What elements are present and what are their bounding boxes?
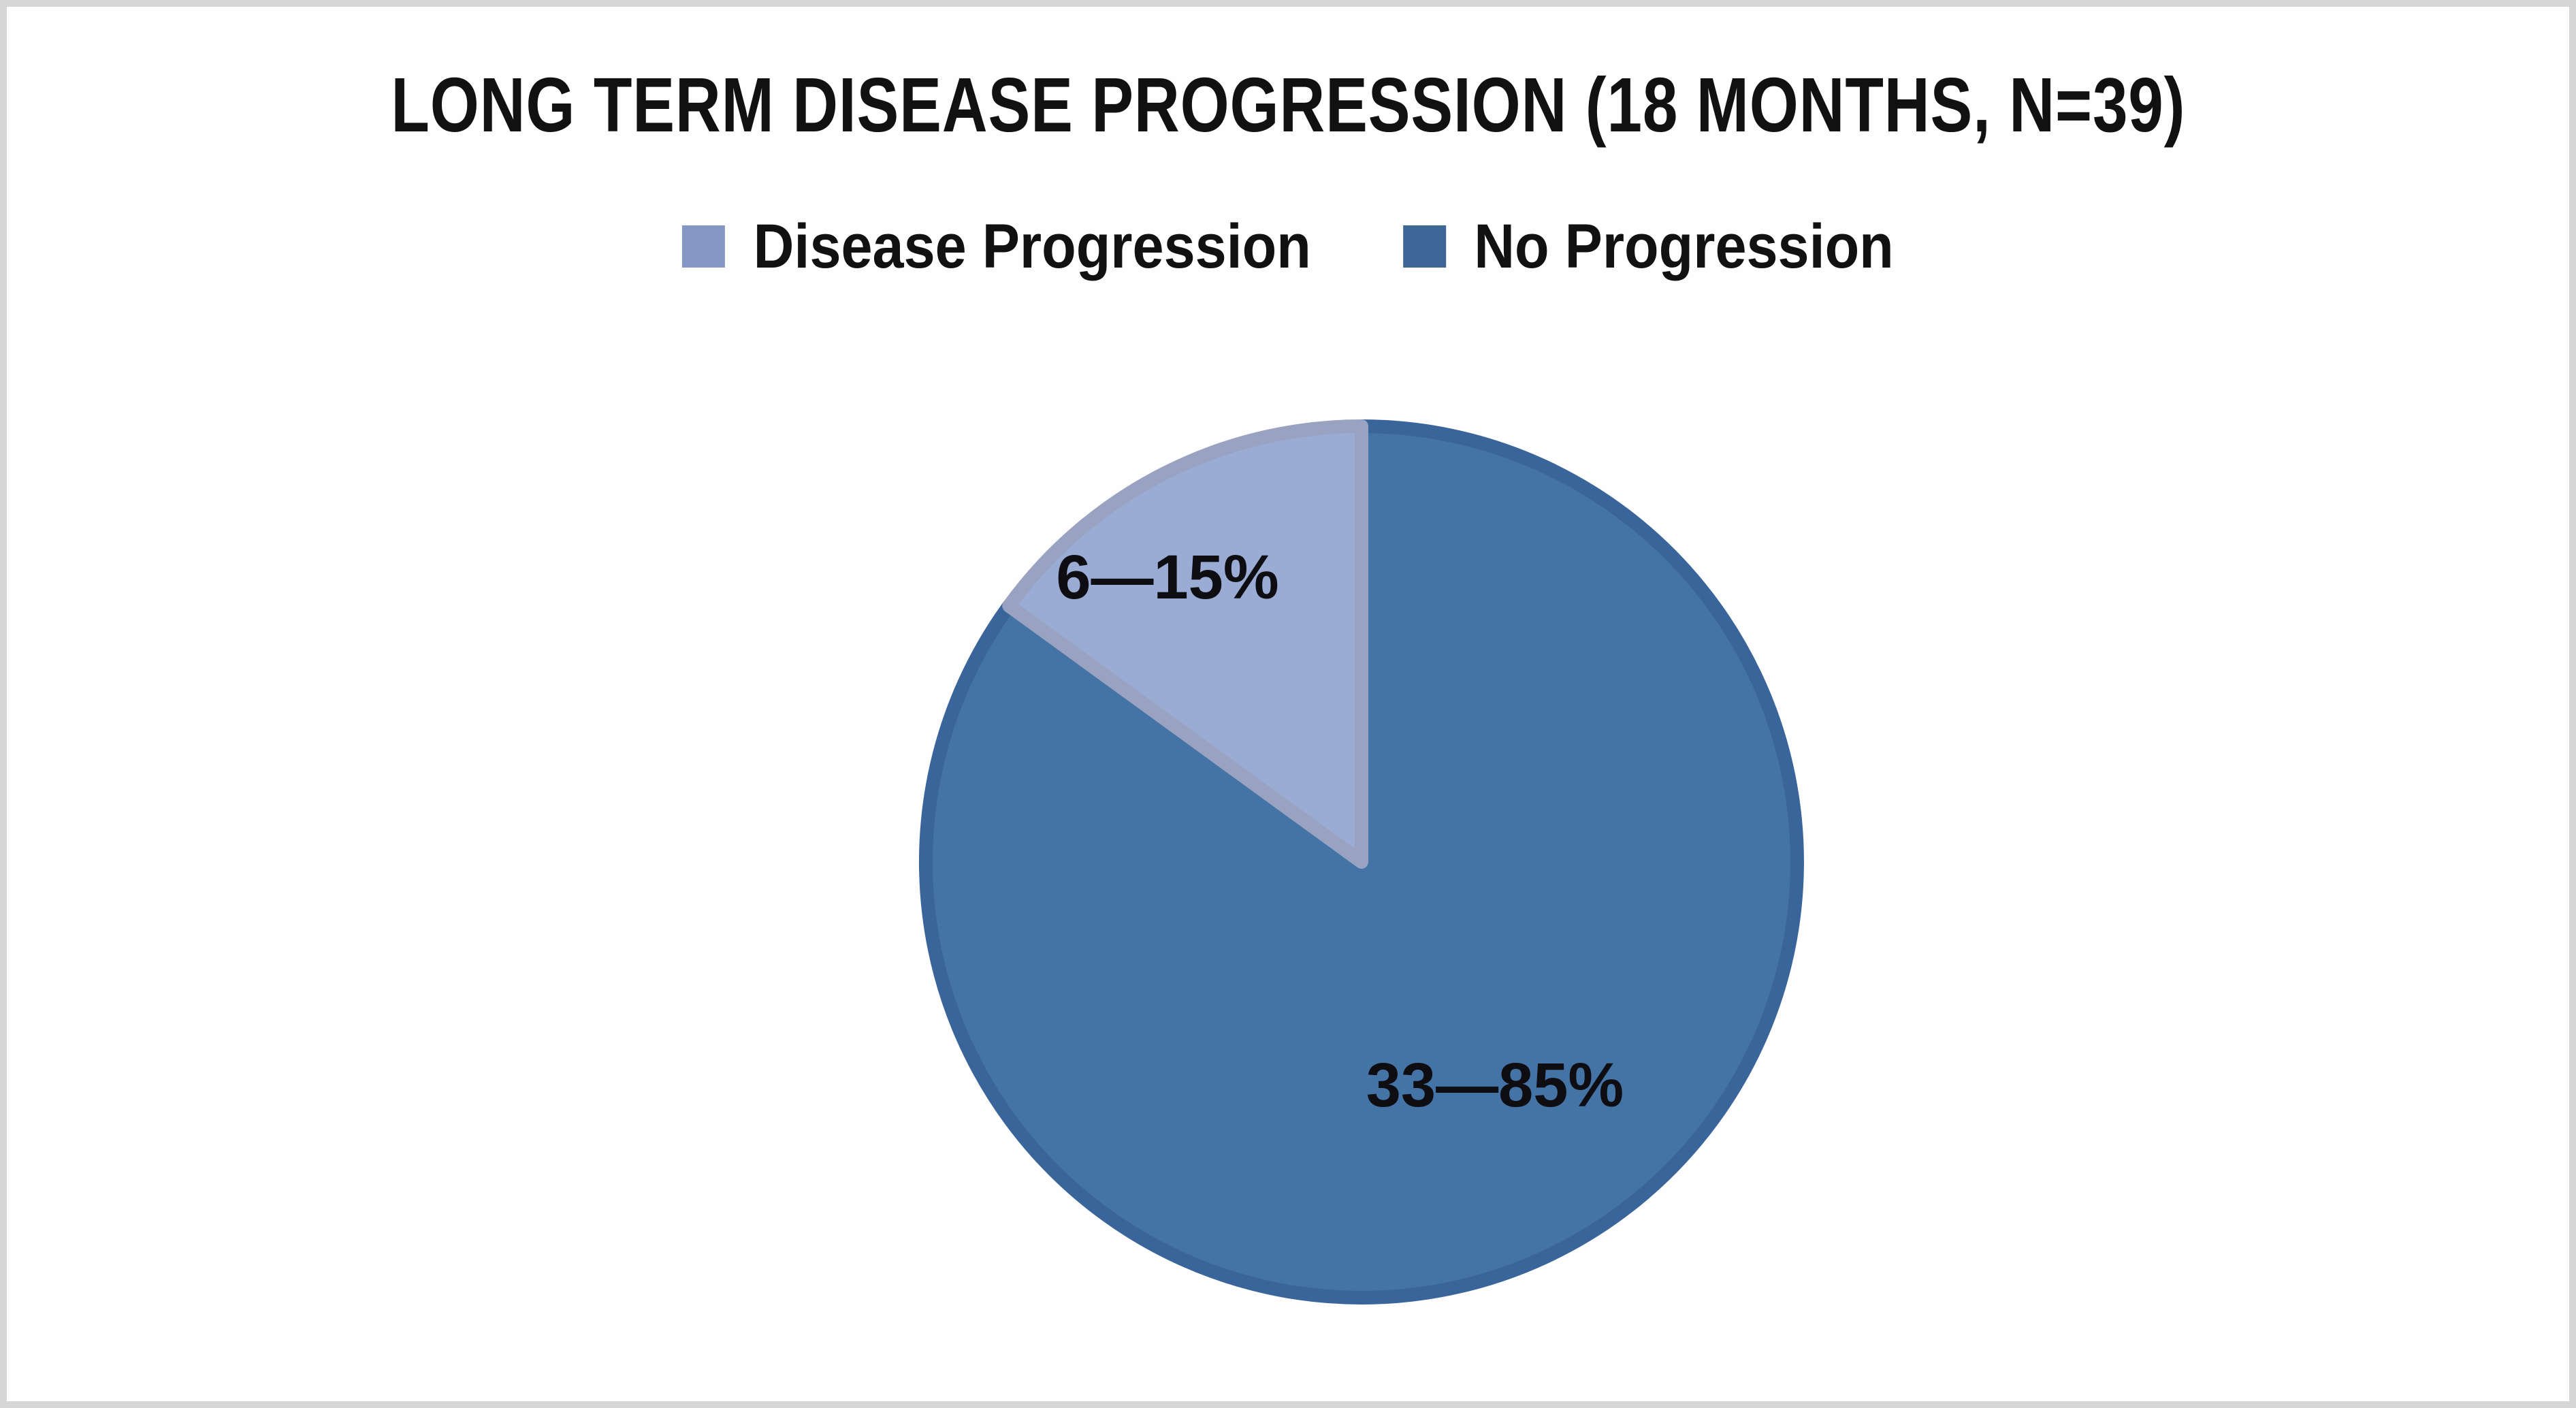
legend-label-disease-progression: Disease Progression — [753, 212, 1311, 281]
legend-item-no-progression: No Progression — [1402, 212, 1894, 281]
legend: Disease Progression No Progression — [135, 215, 2441, 278]
legend-label-no-progression: No Progression — [1474, 212, 1894, 281]
data-label-disease-progression: 6—15% — [1056, 543, 1279, 612]
legend-item-disease-progression: Disease Progression — [682, 215, 1311, 278]
legend-swatch-disease-progression — [682, 225, 726, 268]
pie-chart — [899, 399, 1824, 1325]
chart-title: LONG TERM DISEASE PROGRESSION (18 MONTHS… — [7, 67, 2569, 144]
chart-title-text: LONG TERM DISEASE PROGRESSION (18 MONTHS… — [390, 62, 2186, 148]
pie-slice-disease-progression — [1002, 419, 1368, 869]
legend-swatch-no-progression — [1402, 225, 1446, 268]
data-label-no-progression: 33—85% — [1366, 1051, 1624, 1120]
